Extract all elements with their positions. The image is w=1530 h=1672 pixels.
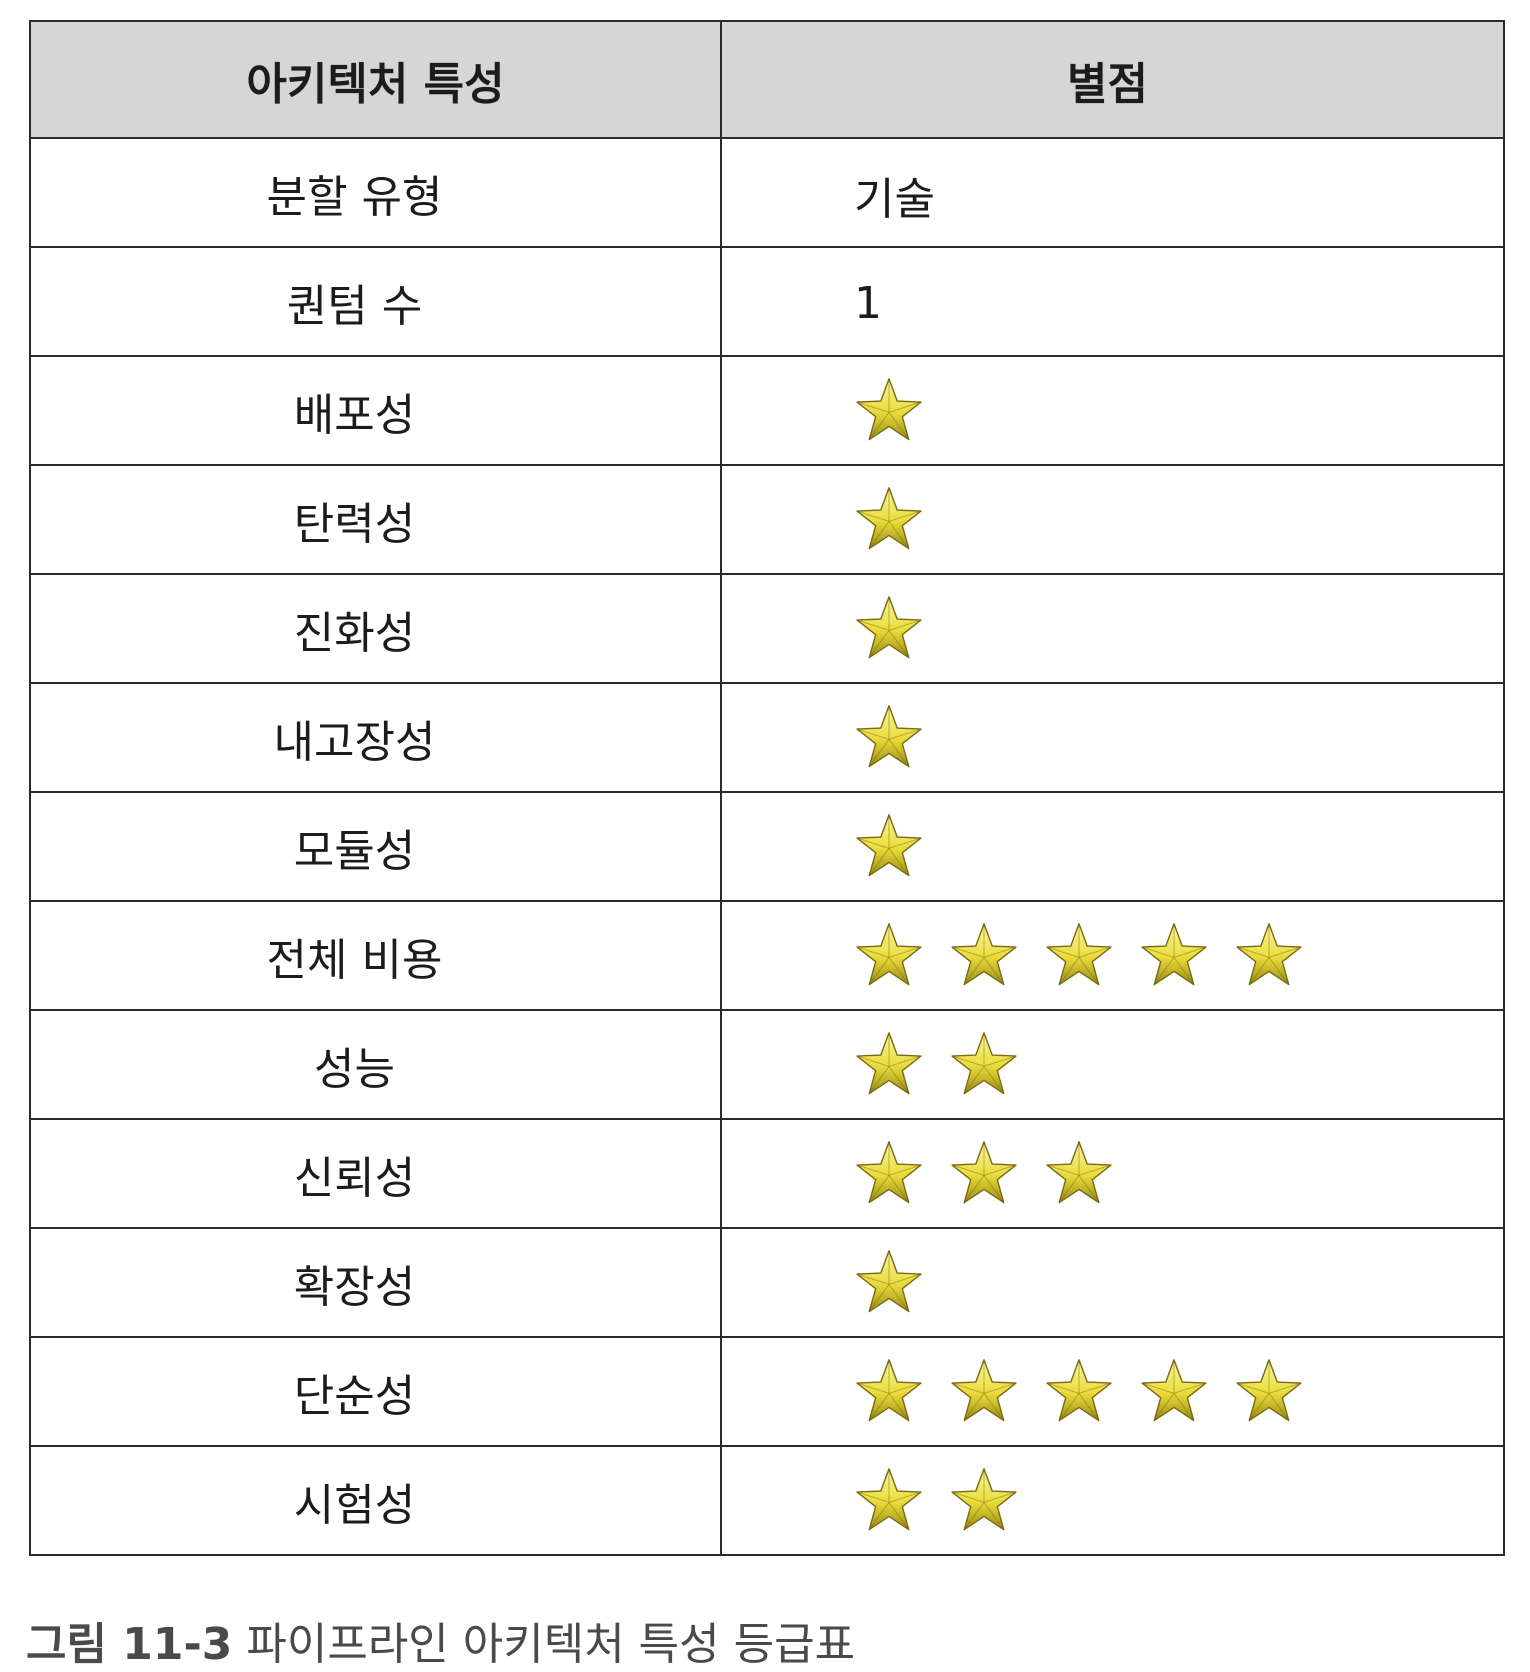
star-icon (856, 813, 922, 876)
star-icon (1141, 1358, 1207, 1421)
star-rating (720, 573, 1505, 684)
star-icon (951, 1140, 1017, 1203)
rating-value: 1 (720, 246, 1505, 357)
star-rating (720, 1445, 1505, 1556)
characteristic-label: 진화성 (29, 573, 722, 684)
table-header-row: 아키텍처 특성 별점 (29, 20, 1505, 139)
table-row: 시험성 (29, 1445, 1505, 1556)
table-row: 단순성 (29, 1336, 1505, 1447)
characteristic-label: 퀀텀 수 (29, 246, 722, 357)
stars-group (854, 376, 1503, 446)
stars-group (854, 1030, 1503, 1100)
stars-group (854, 1248, 1503, 1318)
star-icon (856, 1467, 922, 1530)
star-icon (951, 1031, 1017, 1094)
stars-group (854, 812, 1503, 882)
star-icon (856, 486, 922, 549)
rating-value-text: 1 (854, 278, 882, 329)
stars-group (854, 485, 1503, 555)
table-row: 성능 (29, 1009, 1505, 1120)
star-icon (951, 1358, 1017, 1421)
star-rating (720, 464, 1505, 575)
header-characteristic: 아키텍처 특성 (29, 20, 722, 139)
star-rating (720, 900, 1505, 1011)
star-rating (720, 682, 1505, 793)
figure-number: 그림 11-3 (26, 1619, 233, 1670)
figure-caption-text: 파이프라인 아키텍처 특성 등급표 (246, 1619, 856, 1670)
characteristic-label: 확장성 (29, 1227, 722, 1338)
characteristic-label: 분할 유형 (29, 137, 722, 248)
table-row: 내고장성 (29, 682, 1505, 793)
stars-group (854, 921, 1503, 991)
table-row: 신뢰성 (29, 1118, 1505, 1229)
stars-group (854, 1357, 1503, 1427)
star-rating (720, 355, 1505, 466)
star-icon (856, 1140, 922, 1203)
characteristic-label: 신뢰성 (29, 1118, 722, 1229)
star-icon (1141, 922, 1207, 985)
star-icon (856, 1031, 922, 1094)
table-row: 모듈성 (29, 791, 1505, 902)
star-rating (720, 1336, 1505, 1447)
table-row: 확장성 (29, 1227, 1505, 1338)
star-icon (951, 1467, 1017, 1530)
rating-value-text: 기술 (854, 173, 935, 225)
star-rating (720, 1009, 1505, 1120)
stars-group (854, 1466, 1503, 1536)
star-icon (856, 377, 922, 440)
table-row: 전체 비용 (29, 900, 1505, 1011)
characteristic-label: 모듈성 (29, 791, 722, 902)
star-icon (856, 704, 922, 767)
table-row: 배포성 (29, 355, 1505, 466)
star-icon (856, 1358, 922, 1421)
table-row: 탄력성 (29, 464, 1505, 575)
stars-group (854, 703, 1503, 773)
rating-value: 기술 (720, 137, 1505, 248)
characteristic-label: 단순성 (29, 1336, 722, 1447)
star-icon (856, 1249, 922, 1312)
table-row: 퀀텀 수 1 (29, 246, 1505, 357)
table-row: 분할 유형 기술 (29, 137, 1505, 248)
star-icon (856, 595, 922, 658)
figure-caption: 그림 11-3 파이프라인 아키텍처 특성 등급표 (26, 1608, 855, 1672)
star-rating (720, 1118, 1505, 1229)
characteristic-label: 전체 비용 (29, 900, 722, 1011)
star-icon (1046, 1358, 1112, 1421)
star-rating (720, 1227, 1505, 1338)
stars-group (854, 594, 1503, 664)
star-icon (1236, 922, 1302, 985)
star-icon (1046, 1140, 1112, 1203)
characteristic-label: 성능 (29, 1009, 722, 1120)
characteristic-label: 내고장성 (29, 682, 722, 793)
table-row: 진화성 (29, 573, 1505, 684)
characteristic-label: 배포성 (29, 355, 722, 466)
star-rating (720, 791, 1505, 902)
star-icon (1046, 922, 1112, 985)
star-icon (1236, 1358, 1302, 1421)
stars-group (854, 1139, 1503, 1209)
characteristic-label: 시험성 (29, 1445, 722, 1556)
characteristic-label: 탄력성 (29, 464, 722, 575)
star-icon (951, 922, 1017, 985)
star-icon (856, 922, 922, 985)
header-rating: 별점 (720, 20, 1505, 139)
